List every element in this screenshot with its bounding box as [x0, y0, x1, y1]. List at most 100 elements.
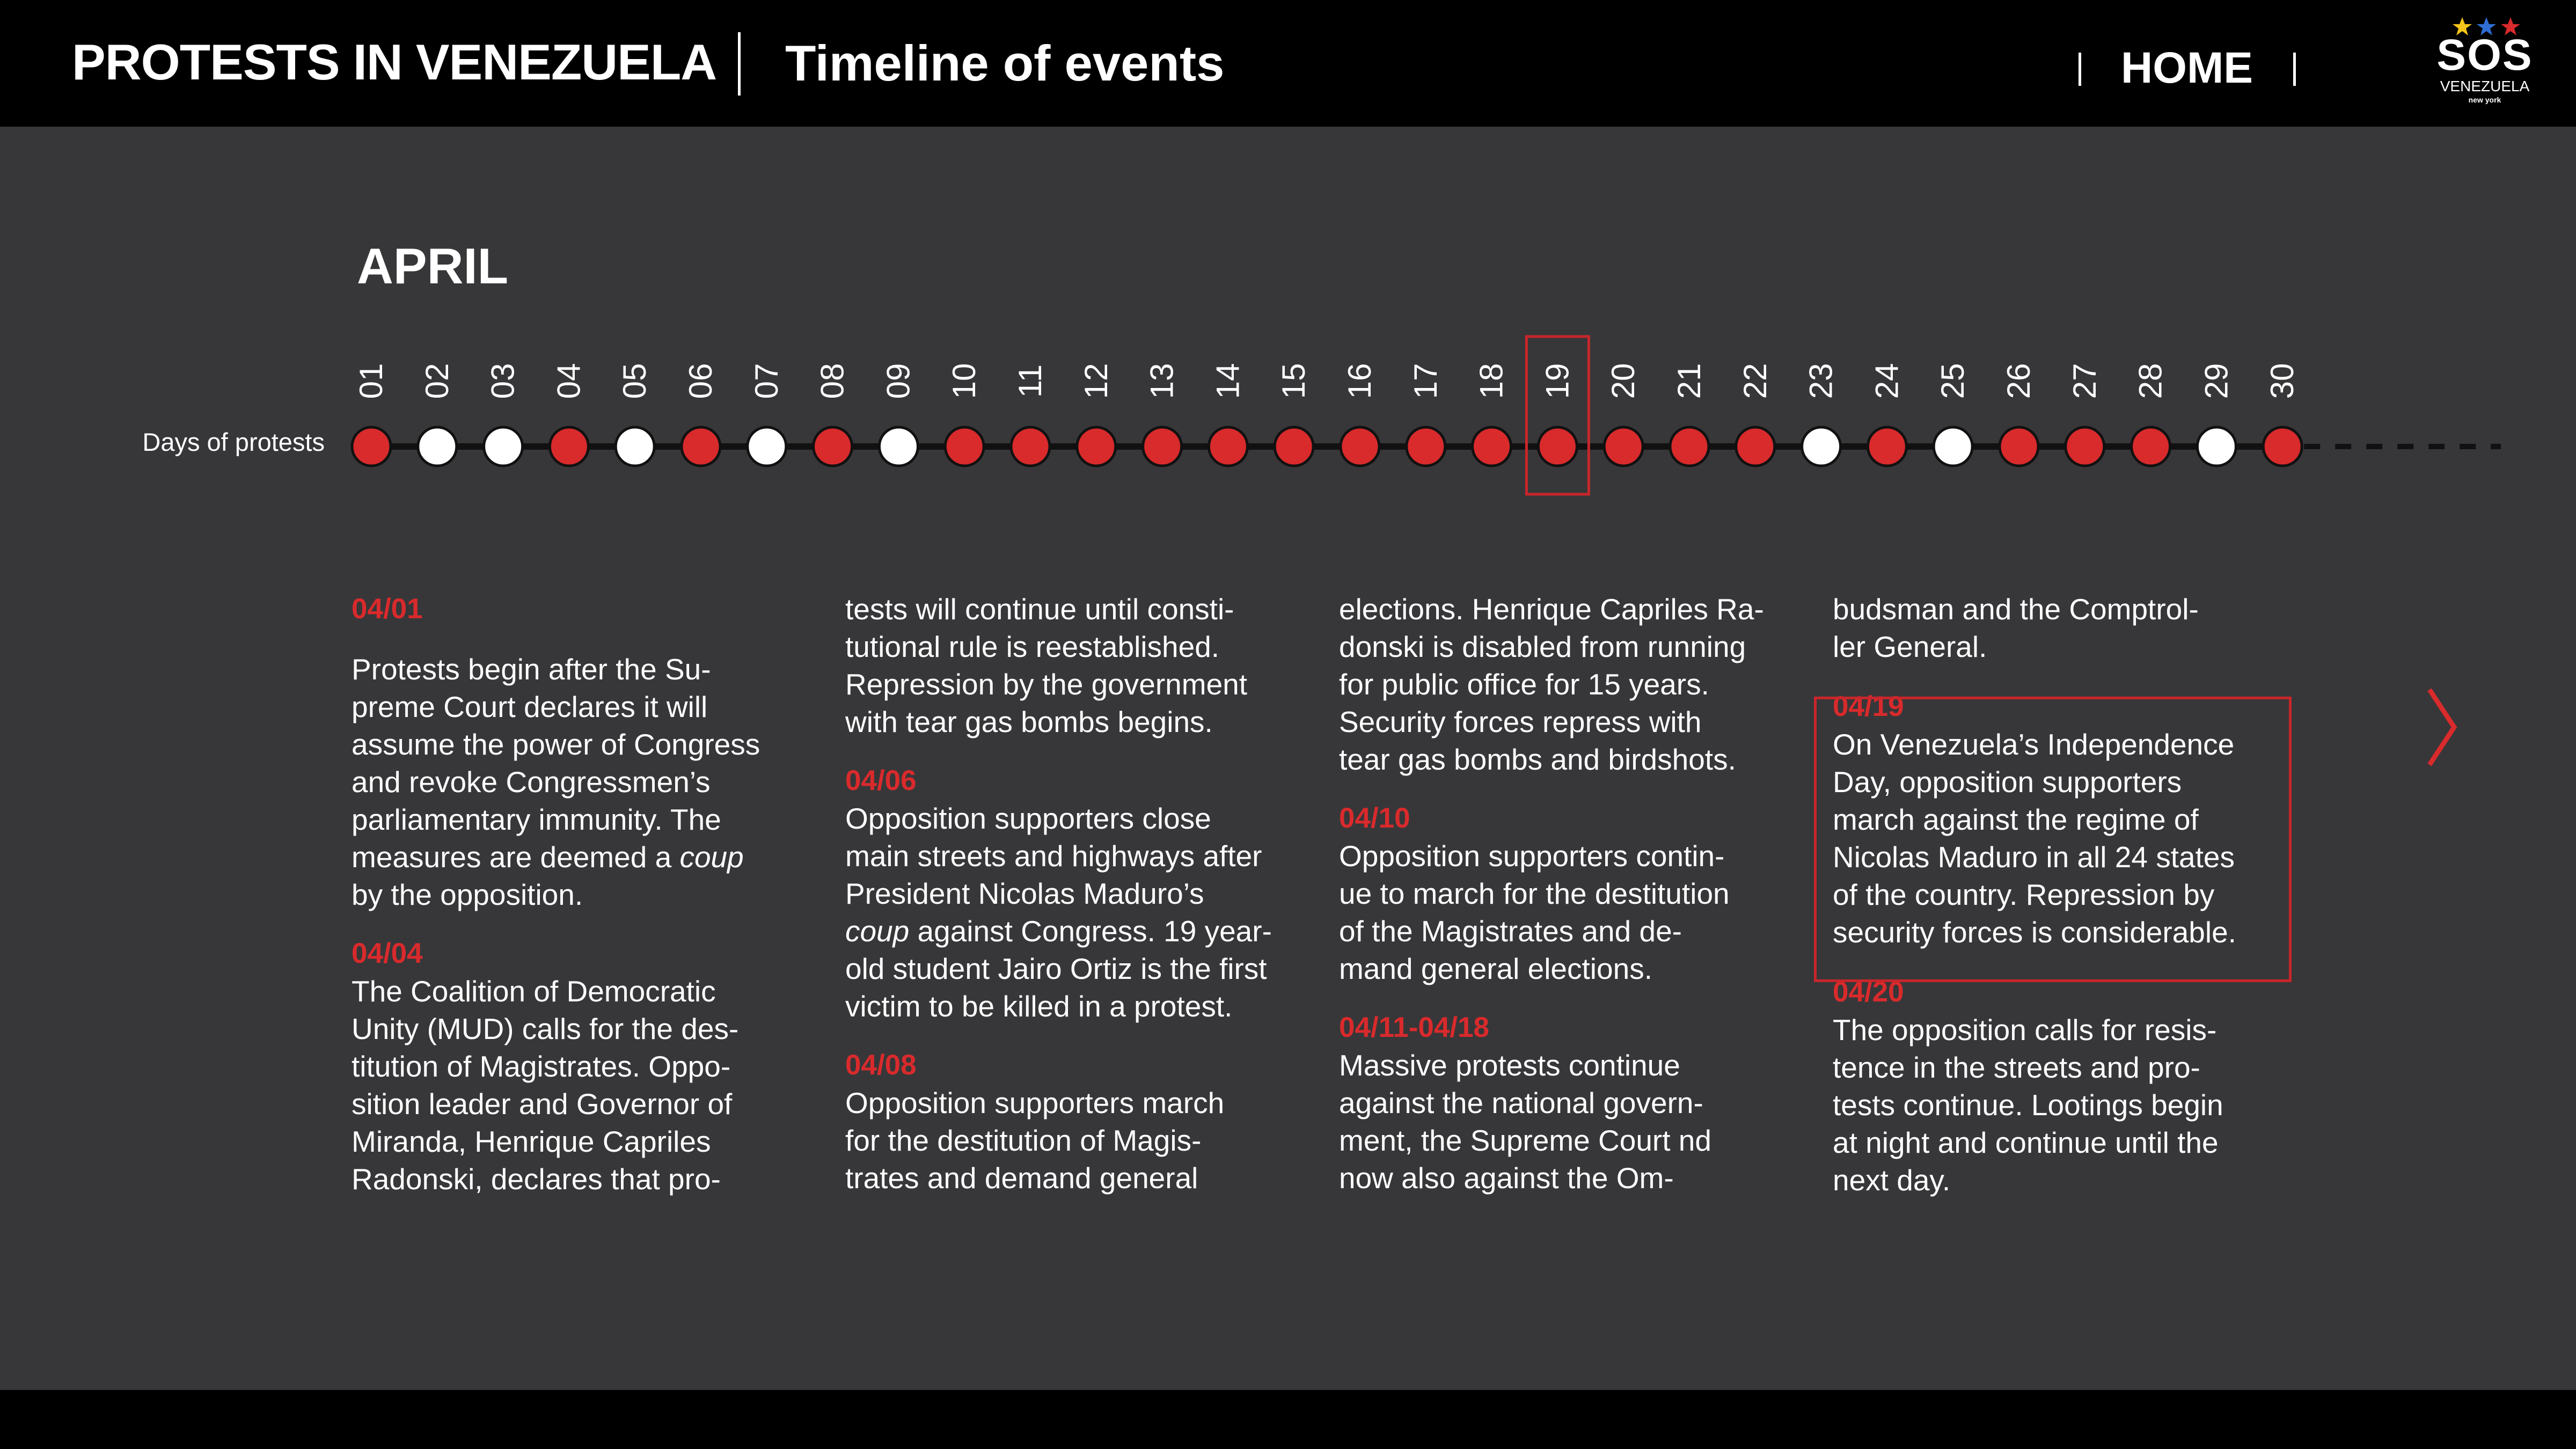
home-link[interactable]: HOME	[2121, 43, 2253, 92]
event-date-0404: 04/04	[352, 938, 423, 969]
event-date-0410: 04/10	[1339, 802, 1410, 834]
day-label-20: 20	[1605, 363, 1641, 399]
protest-day-dot-13[interactable]	[1141, 426, 1183, 467]
day-label-06: 06	[683, 363, 719, 399]
event-text-0411-continued: budsman and the Comptrol- ler General.	[1833, 592, 2199, 663]
page-subtitle: Timeline of events	[785, 35, 1225, 91]
day-label-17: 17	[1408, 363, 1444, 399]
event-text-0408: Opposition supporters march for the dest…	[845, 1086, 1225, 1195]
event-text-0406: Opposition supporters close main streets…	[845, 802, 1272, 1023]
day-label-27: 27	[2067, 363, 2103, 399]
protest-day-dot-01[interactable]	[350, 426, 392, 467]
event-text-0411-0418: Massive protests continue against the na…	[1339, 1049, 1711, 1195]
logo-text: SOS	[2436, 31, 2533, 79]
protest-day-dot-30[interactable]	[2262, 426, 2303, 467]
events-column-2: tests will continue until consti- tution…	[845, 590, 1318, 1197]
month-heading: APRIL	[357, 238, 508, 294]
protest-day-dot-06[interactable]	[680, 426, 722, 467]
event-text-0401: Protests begin after the Su- preme Court…	[352, 653, 760, 911]
events-column-3: elections. Henrique Capriles Ra- donski …	[1339, 590, 1811, 1197]
day-label-29: 29	[2198, 363, 2234, 399]
event-date-0411-0418: 04/11-04/18	[1339, 1012, 1489, 1043]
sos-venezuela-logo[interactable]: SOS VENEZUELA new york	[2431, 16, 2538, 113]
protest-day-dot-17[interactable]	[1405, 426, 1447, 467]
protest-day-dot-16[interactable]	[1339, 426, 1381, 467]
day-label-10: 10	[946, 363, 982, 399]
event-date-0406: 04/06	[845, 765, 917, 796]
day-label-03: 03	[485, 363, 521, 399]
event-text-0408-continued: elections. Henrique Capriles Ra- donski …	[1339, 592, 1764, 776]
protest-day-dot-11[interactable]	[1009, 426, 1051, 467]
logo-stars-icon	[2453, 17, 2520, 35]
timeline-graphic: 01 02 03 04 05 06 07 08 09 10 11 12 13 14 15 16 17 18 19 20…	[350, 335, 2501, 496]
highlighted-event-frame	[1814, 697, 2292, 982]
protest-day-dot-21[interactable]	[1668, 426, 1710, 467]
day-label-18: 18	[1474, 363, 1510, 399]
highlighted-day-frame	[1525, 335, 1590, 496]
day-label-12: 12	[1078, 363, 1114, 399]
nav-divider-right	[2293, 53, 2296, 86]
no-protest-day-dot-02[interactable]	[416, 426, 458, 467]
day-label-28: 28	[2133, 363, 2169, 399]
protest-day-dot-27[interactable]	[2064, 426, 2106, 467]
protest-day-dot-12[interactable]	[1075, 426, 1117, 467]
event-text-0404: The Coalition of Democratic Unity (MUD) …	[352, 975, 739, 1196]
day-label-24: 24	[1869, 363, 1905, 399]
next-arrow-icon[interactable]	[2423, 684, 2461, 770]
title-divider	[738, 32, 741, 96]
day-label-05: 05	[617, 363, 653, 399]
day-label-02: 02	[419, 363, 455, 399]
no-protest-day-dot-03[interactable]	[482, 426, 524, 467]
logo-location: new york	[2468, 96, 2501, 104]
day-label-21: 21	[1671, 363, 1707, 399]
event-text-0419: On Venezuela’s Independence Day, opposit…	[1833, 728, 2236, 949]
no-protest-day-dot-07[interactable]	[746, 426, 788, 467]
day-label-14: 14	[1210, 363, 1246, 399]
event-date-0419: 04/19	[1833, 691, 1904, 722]
day-label-13: 13	[1144, 363, 1180, 399]
event-text-0404-continued: tests will continue until consti- tution…	[845, 592, 1248, 738]
event-date-0401: 04/01	[352, 593, 423, 625]
logo-subtitle: VENEZUELA	[2440, 78, 2530, 94]
protest-day-dot-14[interactable]	[1207, 426, 1249, 467]
event-text-0410: Opposition supporters contin- ue to marc…	[1339, 839, 1730, 985]
events-column-1: 04/01 Protests begin after the Su- preme…	[352, 590, 824, 1198]
protest-day-dot-22[interactable]	[1735, 426, 1776, 467]
event-date-0408: 04/08	[845, 1049, 917, 1081]
protest-day-dot-08[interactable]	[812, 426, 854, 467]
day-label-09: 09	[880, 363, 916, 399]
protest-day-dot-18[interactable]	[1471, 426, 1513, 467]
day-label-22: 22	[1737, 363, 1773, 399]
day-label-08: 08	[815, 363, 851, 399]
day-label-25: 25	[1935, 363, 1971, 399]
days-timeline: 01 02 03 04 05 06 07 08 09 10 11 12 13 14 15 16 17 18 19 20…	[0, 322, 2576, 504]
protest-day-dot-15[interactable]	[1273, 426, 1315, 467]
day-label-07: 07	[749, 363, 785, 399]
protest-day-dot-28[interactable]	[2130, 426, 2172, 467]
day-label-04: 04	[551, 363, 587, 399]
protest-day-dot-20[interactable]	[1602, 426, 1644, 467]
protest-day-dot-24[interactable]	[1866, 426, 1908, 467]
day-label-11: 11	[1012, 364, 1048, 398]
no-protest-day-dot-29[interactable]	[2196, 426, 2237, 467]
no-protest-day-dot-05[interactable]	[614, 426, 656, 467]
day-label-26: 26	[2001, 363, 2037, 399]
protest-day-dot-19[interactable]	[1536, 426, 1578, 467]
no-protest-day-dot-25[interactable]	[1932, 426, 1974, 467]
day-label-30: 30	[2264, 363, 2300, 399]
bottom-bar	[0, 1390, 2576, 1449]
days-of-protests-label: Days of protests	[142, 428, 325, 456]
page-title: PROTESTS IN VENEZUELA	[72, 34, 717, 90]
day-label-01: 01	[353, 363, 389, 399]
top-bar: PROTESTS IN VENEZUELA Timeline of events…	[0, 0, 2576, 127]
nav-divider-left	[2079, 53, 2081, 86]
protest-day-dot-10[interactable]	[943, 426, 985, 467]
no-protest-day-dot-09[interactable]	[877, 426, 919, 467]
protest-day-dot-04[interactable]	[548, 426, 590, 467]
no-protest-day-dot-23[interactable]	[1801, 426, 1842, 467]
event-text-0420: The opposition calls for resis- tence in…	[1833, 1013, 2223, 1197]
events-column-4: budsman and the Comptrol- ler General. 0…	[1833, 590, 2305, 1199]
day-label-15: 15	[1276, 363, 1312, 399]
protest-day-dot-26[interactable]	[1998, 426, 2040, 467]
day-label-16: 16	[1342, 363, 1378, 399]
